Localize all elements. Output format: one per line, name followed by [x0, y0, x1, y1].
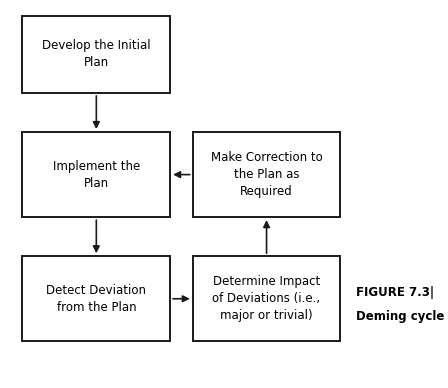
Text: Make Correction to
the Plan as
Required: Make Correction to the Plan as Required: [211, 151, 323, 198]
Text: Deming cycle: Deming cycle: [356, 310, 444, 323]
FancyBboxPatch shape: [22, 16, 170, 93]
Text: FIGURE 7.3|: FIGURE 7.3|: [356, 286, 434, 300]
FancyBboxPatch shape: [22, 132, 170, 217]
FancyBboxPatch shape: [22, 256, 170, 341]
Text: Determine Impact
of Deviations (i.e.,
major or trivial): Determine Impact of Deviations (i.e., ma…: [212, 275, 321, 322]
Text: Implement the
Plan: Implement the Plan: [53, 159, 140, 190]
Text: Develop the Initial
Plan: Develop the Initial Plan: [42, 39, 151, 69]
FancyBboxPatch shape: [193, 132, 340, 217]
FancyBboxPatch shape: [193, 256, 340, 341]
Text: Detect Deviation
from the Plan: Detect Deviation from the Plan: [46, 284, 146, 314]
